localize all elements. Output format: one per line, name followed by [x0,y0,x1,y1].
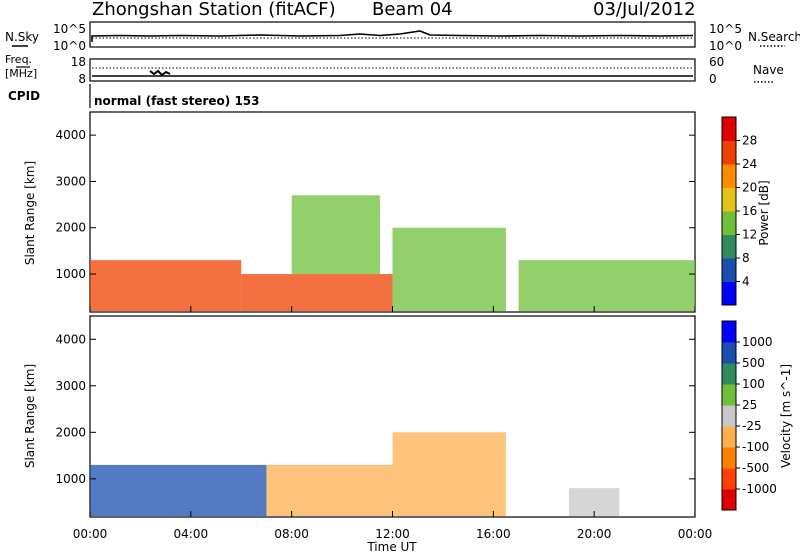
velocity-colorbar-segment [722,384,736,406]
power-ytick-label: 1000 [55,267,86,281]
power-ytick-label: 2000 [55,221,86,235]
power-ytick-label: 4000 [55,128,86,142]
velocity-colorbar-segment [722,321,736,343]
power-colorbar-tick-label: 4 [742,275,750,289]
time-tick-label: 12:00 [375,527,410,541]
velocity-colorbar-segment [722,342,736,364]
velocity-yticks: 4000 3000 2000 1000 [55,332,695,486]
velocity-colorbar-segment [722,363,736,385]
power-colorbar-tick-label: 28 [742,134,757,148]
nave-label: Nave [753,63,784,77]
velocity-colorbar-segment [722,489,736,511]
power-echo-region [291,195,380,275]
power-echo-region [392,227,506,312]
power-colorbar-tick-label: 20 [742,181,757,195]
power-yticks: 4000 3000 2000 1000 [55,128,695,281]
velocity-colorbar-tick-label: -1000 [742,482,777,496]
velocity-colorbar-label: Velocity [m s^-1] [779,364,793,468]
velocity-colorbar-segment [722,447,736,469]
power-colorbar-segment [722,211,736,235]
nsearch-tick-bottom: 10^0 [709,39,742,53]
velocity-echo-region [266,464,393,517]
velocity-colorbar-segment [722,426,736,448]
nsky-tick-top: 10^5 [53,22,86,36]
freq-tick-bottom: 8 [78,72,86,86]
velocity-colorbar-tick-label: 1000 [742,335,773,349]
nsky-trace [91,30,694,42]
power-colorbar-segment [722,281,736,306]
nsearch-label: N.Search [748,30,800,44]
freq-label-line2: [MHz] [5,67,37,80]
velocity-colorbar-tick-label: 25 [742,398,757,412]
time-tick-label: 08:00 [274,527,309,541]
velocity-colorbar-tick-label: -100 [742,440,769,454]
velocity-echo-region [90,464,267,517]
velocity-ylabel: Slant Range [km] [23,364,37,468]
freq-label-line1: Freq. [5,53,32,66]
power-ylabel: Slant Range [km] [23,161,37,265]
power-colorbar-segment [722,164,736,188]
power-colorbar-segment [722,117,736,141]
power-echo-region [90,260,242,312]
nsky-label: N.Sky [5,30,39,44]
velocity-colorbar-tick-label: -25 [742,419,762,433]
power-colorbar-label: Power [dB] [757,180,771,245]
time-tick-label: 16:00 [476,527,511,541]
velocity-echo-regions [90,432,620,517]
power-colorbar-tick-label: 24 [742,157,757,171]
power-echo-region [518,260,695,312]
power-colorbar: 28 24 20 16 12 8 4 [721,116,757,306]
velocity-colorbar: 1000 500 100 25 -25 -100 -500 -1000 [721,320,777,511]
velocity-colorbar-tick-label: -500 [742,461,769,475]
velocity-ytick-label: 4000 [55,332,86,346]
cpid-text: normal (fast stereo) 153 [94,94,260,108]
nsky-panel-frame [89,21,696,48]
nsky-tick-bottom: 10^0 [53,39,86,53]
velocity-colorbar-segment [722,405,736,427]
velocity-colorbar-frame [721,320,737,511]
velocity-ytick-label: 3000 [55,379,86,393]
power-colorbar-segment [722,140,736,165]
time-tick-label: 00:00 [73,527,108,541]
time-tick-label: 00:00 [678,527,713,541]
velocity-colorbar-tick-label: 500 [742,356,765,370]
time-axis-ticks: 00:00 04:00 08:00 12:00 16:00 20:00 00:00 [73,306,713,541]
velocity-colorbar-tick-label: 100 [742,377,765,391]
nsearch-tick-top: 10^5 [709,22,742,36]
nave-tick-top: 60 [709,55,724,69]
power-colorbar-segment [722,258,736,282]
power-ytick-label: 3000 [55,174,86,188]
velocity-colorbar-segment [722,468,736,490]
power-colorbar-tick-label: 12 [742,228,757,242]
freq-panel-frame [89,58,696,82]
station-title: Zhongshan Station (fitACF) [92,0,336,20]
nave-tick-bottom: 0 [709,72,717,86]
time-tick-label: 20:00 [577,527,612,541]
beam-label: Beam 04 [372,0,453,20]
time-axis-label: Time UT [366,540,417,554]
velocity-ytick-label: 2000 [55,425,86,439]
velocity-ytick-label: 1000 [55,472,86,486]
date-label: 03/Jul/2012 [593,0,696,20]
power-echo-region [241,274,393,312]
cpid-label: CPID [8,89,40,103]
power-colorbar-segment [722,234,736,259]
time-tick-label: 04:00 [174,527,209,541]
power-colorbar-tick-label: 8 [742,251,750,265]
freq-excursion [149,69,171,77]
freq-tick-top: 18 [71,55,86,69]
power-colorbar-tick-label: 16 [742,204,757,218]
power-colorbar-segment [722,187,736,212]
velocity-echo-region [392,432,506,517]
power-echo-regions [90,195,695,312]
